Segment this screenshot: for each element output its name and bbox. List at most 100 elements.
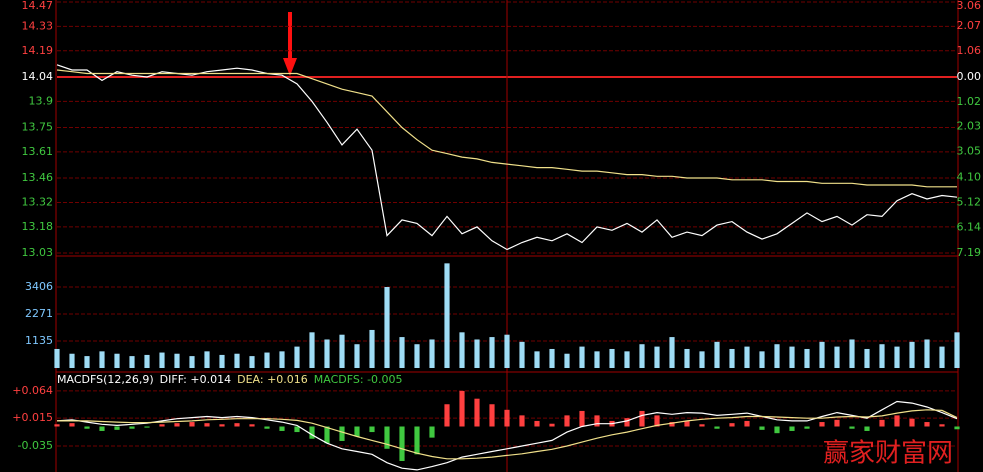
- bar: [174, 353, 180, 368]
- bar: [504, 334, 510, 368]
- bar: [849, 339, 855, 368]
- y2-tick-label: 3.05: [957, 145, 982, 158]
- bar: [879, 344, 885, 368]
- y-tick-label: 14.47: [22, 0, 54, 12]
- bar: [249, 424, 255, 427]
- bar: [759, 426, 765, 430]
- bar: [564, 415, 570, 427]
- bar: [639, 410, 645, 427]
- bar: [324, 339, 330, 368]
- bar: [399, 337, 405, 368]
- series-line: [56, 64, 958, 251]
- bar: [924, 422, 930, 427]
- bar: [519, 415, 525, 427]
- bar: [264, 426, 270, 429]
- bar: [789, 346, 795, 368]
- bar: [339, 334, 345, 368]
- bar: [459, 390, 465, 427]
- bar: [834, 346, 840, 368]
- bar: [414, 344, 420, 368]
- y-tick-label: 13.9: [29, 94, 54, 107]
- bar: [54, 424, 60, 427]
- bar: [684, 420, 690, 427]
- y-tick-label: +0.064: [12, 384, 53, 397]
- bar: [654, 346, 660, 368]
- bar: [279, 351, 285, 368]
- y2-tick-label: 3.06: [957, 0, 982, 12]
- watermark: 赢家财富网: [823, 439, 953, 469]
- bar: [744, 420, 750, 427]
- bar: [579, 410, 585, 427]
- bar: [489, 337, 495, 368]
- y2-tick-label: 2.03: [957, 120, 982, 133]
- bar: [579, 346, 585, 368]
- bar: [309, 332, 315, 368]
- bar: [729, 348, 735, 368]
- y2-tick-label: 1.02: [957, 95, 982, 108]
- bar: [684, 348, 690, 368]
- bar: [819, 422, 825, 427]
- bar: [54, 348, 60, 368]
- bar: [909, 341, 915, 368]
- bar: [789, 426, 795, 431]
- bar: [99, 426, 105, 431]
- bar: [879, 419, 885, 427]
- bar: [204, 423, 210, 427]
- bar: [309, 426, 315, 439]
- bar: [219, 424, 225, 427]
- bar: [189, 356, 195, 368]
- bar: [729, 423, 735, 427]
- bar: [534, 420, 540, 427]
- indicator-label: MACDFS: -0.005: [314, 373, 403, 386]
- bar: [144, 354, 150, 368]
- bar: [69, 423, 75, 427]
- bar: [219, 354, 225, 368]
- y-tick-label: 2271: [25, 307, 53, 320]
- y-tick-label: 3406: [25, 280, 53, 293]
- series-line: [56, 400, 958, 471]
- y2-tick-label: 4.10: [957, 170, 982, 183]
- bar: [759, 351, 765, 368]
- y-tick-label: 13.32: [22, 195, 54, 208]
- bar: [414, 426, 420, 455]
- bar: [84, 356, 90, 368]
- bar: [294, 346, 300, 368]
- y-tick-label: 13.46: [22, 171, 54, 184]
- bar: [609, 348, 615, 368]
- bar: [129, 426, 135, 429]
- bar: [714, 341, 720, 368]
- y-tick-label: 13.61: [22, 145, 54, 158]
- bar: [444, 404, 450, 427]
- bar: [429, 339, 435, 368]
- indicator-label: DEA: +0.016: [237, 373, 308, 386]
- bar: [639, 344, 645, 368]
- y-tick-label: 14.19: [22, 44, 54, 57]
- bar: [234, 353, 240, 368]
- bar: [894, 415, 900, 427]
- bar: [144, 426, 150, 428]
- bar: [429, 426, 435, 438]
- bar: [369, 426, 375, 433]
- bar: [774, 426, 780, 434]
- bar: [549, 348, 555, 368]
- bar: [504, 409, 510, 427]
- bar: [849, 426, 855, 429]
- bar: [279, 426, 285, 431]
- bar: [204, 351, 210, 368]
- bar: [294, 426, 300, 433]
- y-tick-label: 14.04: [22, 70, 54, 83]
- bar: [534, 351, 540, 368]
- y-tick-label: 13.75: [22, 121, 54, 134]
- bar: [564, 353, 570, 368]
- y-tick-label: 13.03: [22, 246, 54, 259]
- bar: [909, 418, 915, 427]
- y-tick-label: +0.015: [12, 411, 53, 424]
- bar: [339, 426, 345, 441]
- y-tick-label: 14.33: [22, 19, 54, 32]
- bar: [714, 426, 720, 429]
- y-tick-label: -0.035: [18, 439, 53, 452]
- bar: [954, 332, 960, 368]
- y2-tick-label: 0.00: [957, 70, 982, 83]
- bar: [699, 351, 705, 368]
